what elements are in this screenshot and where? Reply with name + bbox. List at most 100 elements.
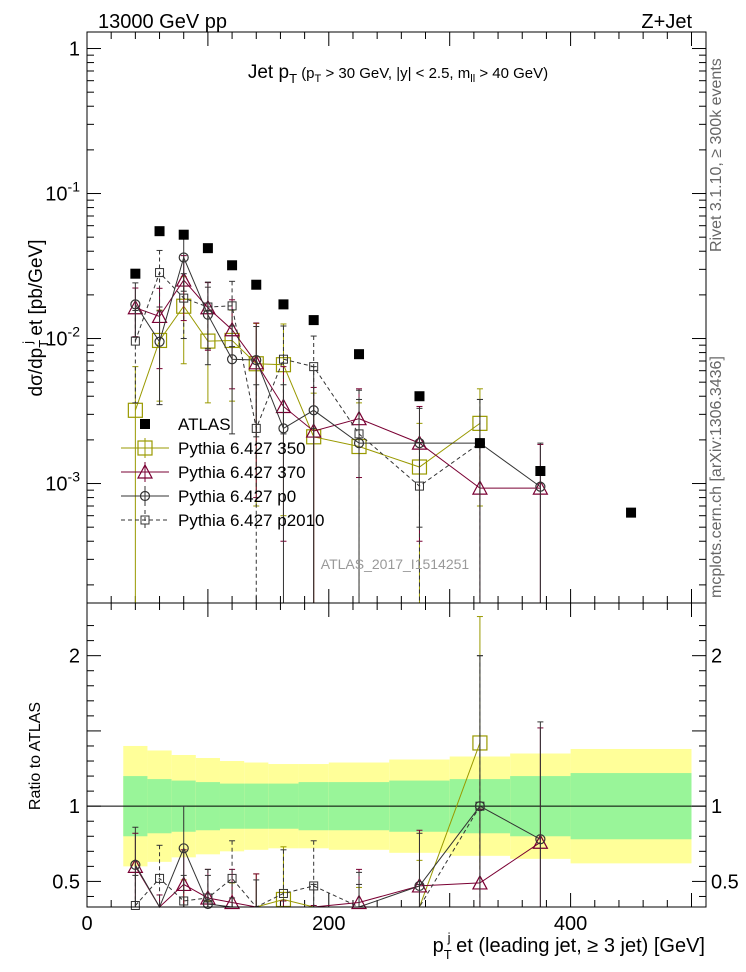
ratio-point — [224, 894, 241, 910]
main-ytick-label: 1 — [69, 39, 80, 61]
main-point — [179, 293, 189, 303]
atlas-point — [535, 466, 546, 477]
main-ytick-exp: -3 — [68, 469, 81, 485]
main-ytick-label: 10-3 — [45, 469, 80, 496]
legend-marker-atlas — [140, 419, 150, 429]
xlabel-sup: j — [447, 930, 451, 945]
xlabel-main: p — [433, 935, 444, 957]
main-point — [535, 481, 546, 492]
main-ytick-exp: -2 — [68, 324, 81, 340]
ratio-ylabel: Ratio to ATLAS — [27, 702, 44, 810]
main-point — [251, 423, 261, 433]
plot-title-cut-sub: T — [315, 73, 322, 85]
ratio-point — [179, 896, 189, 906]
main-point — [278, 354, 288, 364]
atlas-point — [227, 260, 238, 271]
ratio-ytick-label-left: 1 — [69, 796, 80, 818]
main-ytick-base: 10 — [45, 474, 67, 496]
legend-marker — [137, 440, 153, 456]
ratio-ytick-label-right: 2 — [711, 646, 722, 668]
main-series-3 — [130, 249, 485, 603]
plot-title-cut-sub2: ll — [470, 73, 475, 85]
ratio-ytick-label-left: 2 — [69, 646, 80, 668]
atlas-point — [354, 349, 365, 360]
legend-marker — [140, 515, 150, 525]
main-point — [414, 481, 424, 491]
plot-title-main: Jet p — [248, 62, 289, 83]
xtick-label: 0 — [81, 913, 92, 935]
legend-marker — [136, 463, 154, 479]
atlas-point — [178, 229, 189, 240]
atlas-point — [278, 299, 289, 310]
xlabel: pTj et (leading jet, ≥ 3 jet) [GeV] — [433, 930, 705, 962]
xlabel-sub: T — [444, 947, 452, 962]
main-point — [227, 301, 237, 311]
plot-title-cut-end: > 40 GeV) — [479, 65, 548, 82]
ratio-point — [155, 873, 165, 883]
plot-title-cut-open: (p — [301, 65, 314, 82]
atlas-point — [154, 226, 165, 237]
legend-label-atlas: ATLAS — [178, 415, 231, 434]
main-ytick-base: 10 — [45, 329, 67, 351]
ratio-point — [351, 894, 368, 910]
watermark: ATLAS_2017_I1514251 — [321, 556, 470, 572]
legend-label: Pythia 6.427 370 — [178, 463, 306, 482]
legend-label: Pythia 6.427 p2010 — [178, 511, 325, 530]
main-point — [309, 362, 319, 372]
main-point — [155, 268, 165, 278]
main-ytick-label: 10-1 — [45, 179, 80, 206]
xtick-label: 400 — [554, 913, 587, 935]
atlas-point — [130, 268, 141, 279]
ratio-point — [535, 834, 546, 845]
ratio-point — [309, 881, 319, 891]
legend: ATLAS Pythia 6.427 350 Pythia 6.427 370 Pyt… — [121, 415, 325, 530]
ratio-point — [130, 859, 141, 870]
main-ylabel-sub: T — [36, 340, 51, 348]
ratio-ytick-label-right: 1 — [711, 796, 722, 818]
ratio-point — [475, 801, 485, 811]
atlas-point — [474, 438, 485, 449]
legend-marker — [139, 490, 151, 502]
main-point — [130, 299, 141, 310]
axis-ticks: 10-310-210-110.5 0.51 12 20 200 400 — [45, 32, 739, 935]
xlabel-end: et (leading jet, ≥ 3 jet) [GeV] — [456, 935, 705, 957]
main-ytick-exp: -1 — [68, 179, 81, 195]
plot-title-main-sub: T — [289, 71, 297, 86]
main-point — [154, 336, 165, 347]
plot-title: Jet pT (pT > 30 GeV, |y| < 2.5, mll > 40… — [248, 62, 548, 86]
main-point — [178, 252, 189, 263]
main-point — [251, 354, 262, 366]
main-ylabel-end: et [pb/GeV] — [26, 240, 47, 336]
atlas-point — [251, 279, 262, 290]
main-ytick-base: 10 — [45, 184, 67, 206]
atlas-point — [414, 391, 425, 402]
ratio-point — [203, 893, 213, 903]
rivet-label: Rivet 3.1.10, ≥ 300k events — [708, 58, 725, 252]
xtick-label: 200 — [312, 913, 345, 935]
main-ylabel: dσ/dpTj et [pb/GeV] — [20, 240, 51, 397]
mcplots-label: mcplots.cern.ch [arXiv:1306.3436] — [708, 356, 725, 598]
main-point — [354, 429, 364, 439]
header-left: 13000 GeV pp — [98, 11, 227, 33]
ratio-point — [414, 880, 425, 892]
atlas-point — [202, 243, 213, 254]
main-ylabel-sup: j — [20, 341, 35, 345]
ratio-frame — [86, 602, 707, 908]
ratio-ytick-label-right: 0.5 — [711, 871, 739, 893]
ratio-point — [278, 888, 288, 898]
main-panel-marks — [127, 226, 637, 603]
legend-label: Pythia 6.427 350 — [178, 439, 306, 458]
plot-title-cut-mid: > 30 GeV, |y| < 2.5, m — [325, 65, 470, 82]
ratio-point — [130, 900, 140, 910]
ratio-ytick-label-left: 0.5 — [52, 871, 80, 893]
main-point — [130, 336, 140, 346]
main-point — [414, 438, 425, 449]
ratio-uncertainty-bands — [87, 745, 706, 867]
main-ylabel-main: dσ/dp — [26, 348, 47, 397]
atlas-series — [130, 226, 637, 518]
atlas-point — [626, 507, 637, 518]
main-series-line — [134, 256, 541, 488]
ratio-point — [227, 873, 237, 883]
atlas-point — [308, 315, 319, 326]
